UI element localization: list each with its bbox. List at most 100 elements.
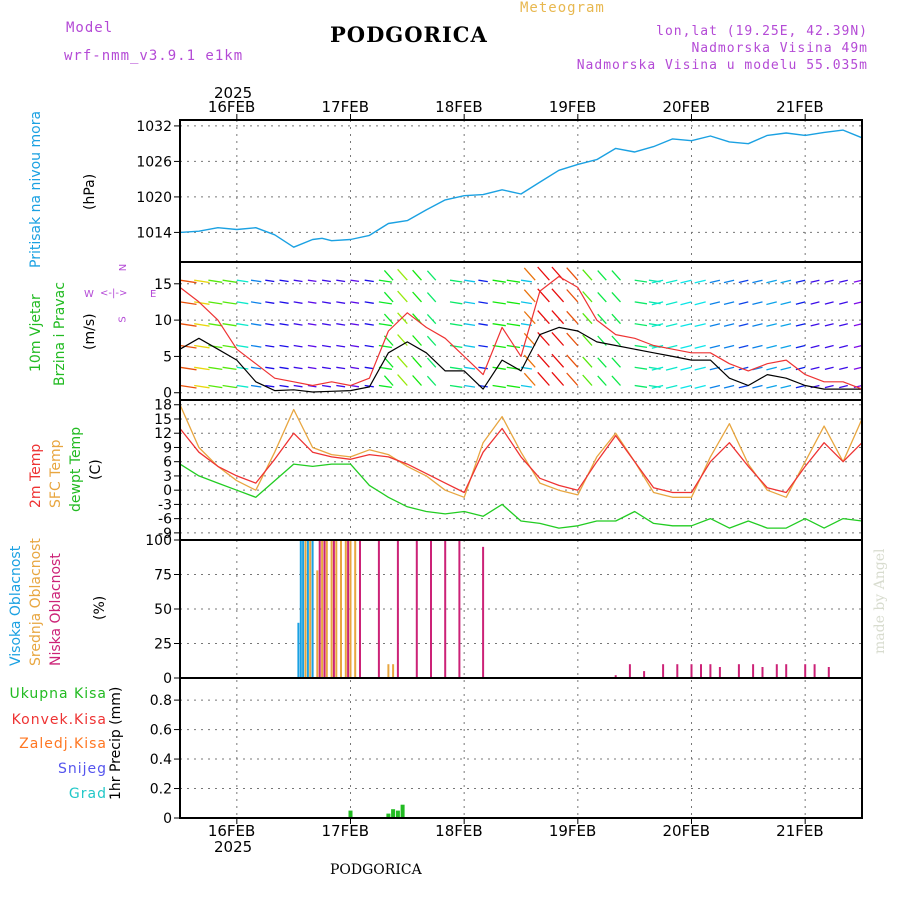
wind-vector [597, 357, 607, 368]
wind-vector [208, 279, 223, 283]
y-tick-label: 18 [154, 398, 172, 414]
wind-vector [236, 344, 249, 348]
wind-vector [795, 301, 806, 305]
y-tick-label: 0 [163, 671, 172, 687]
wind-vector [208, 323, 223, 327]
y-tick-label: 1026 [136, 154, 172, 170]
wind-vector [611, 335, 621, 346]
wind-vector [665, 323, 678, 328]
wind-vector [478, 323, 488, 326]
wind-vector [250, 301, 262, 305]
wind-vector [350, 384, 360, 388]
wind-vector [412, 269, 422, 281]
wind-vector [523, 372, 536, 386]
wind-vector [194, 279, 210, 284]
wind-vector [766, 384, 777, 389]
wind-vectors [179, 266, 863, 389]
wind-vector [279, 301, 289, 304]
wind-vector [651, 279, 664, 284]
wind-vector [611, 313, 621, 325]
wind-vector [350, 279, 360, 283]
model-label: Model [66, 20, 114, 36]
wind-vector [336, 279, 346, 283]
y-tick-label: 1014 [136, 225, 172, 241]
wind-vector [208, 301, 223, 305]
wind-vector [566, 332, 579, 346]
wind-vector [582, 291, 593, 303]
top-day-label: 17FEB [321, 98, 369, 116]
wind-vector [492, 366, 506, 370]
wind-vector [520, 384, 532, 388]
wind-vector [383, 291, 394, 303]
wind-vector [336, 301, 346, 304]
wind-vector [537, 266, 550, 281]
precip-bar [348, 810, 353, 818]
wind-vector [839, 344, 848, 349]
wind-vector [293, 344, 303, 348]
model-name: wrf-nmm_v3.9.1 e1km [64, 48, 244, 64]
wind-vector [336, 366, 346, 370]
wind-vector [723, 384, 735, 389]
top-day-label: 16FEB [207, 98, 256, 116]
wind-vector [752, 323, 763, 327]
wind-vector [179, 384, 197, 389]
y-tick-label: 0 [163, 483, 172, 499]
wind-vector [709, 279, 721, 284]
wind-vector [520, 279, 532, 283]
precip-bar [400, 804, 405, 818]
wind-vector [236, 323, 249, 327]
wind-speed-line [179, 326, 862, 393]
wind-vector [307, 301, 317, 304]
wind-vector [780, 344, 792, 349]
wind-vector [551, 310, 565, 325]
wind-vector [523, 311, 536, 325]
wind-vector [336, 344, 346, 348]
wind-vector [651, 301, 664, 306]
wind-vector [738, 344, 749, 349]
y-tick-label: 15 [154, 412, 172, 428]
grid-lines [180, 120, 862, 819]
wind-vector [582, 356, 593, 368]
wind-vector [464, 384, 476, 388]
wind-vector [194, 301, 210, 305]
y-tick-label: 0.2 [150, 782, 172, 798]
bottom-day-label: 21FEB [776, 822, 824, 840]
wind-vector [582, 374, 593, 386]
wind-vector [766, 366, 777, 371]
legend-snow: Snijeg [57, 761, 107, 777]
wind-vector [426, 375, 437, 386]
wind-vector [321, 301, 332, 304]
wind-vector [597, 313, 607, 325]
wind-vector [383, 375, 394, 386]
wind-vector [780, 301, 792, 306]
legend-total-rain: Ukupna Kisa [9, 686, 107, 702]
wind-vector [810, 323, 820, 327]
y-tick-label: -9 [158, 526, 172, 542]
wind-vector [738, 279, 749, 284]
wind-vector [194, 366, 210, 371]
wind-vector [597, 270, 607, 281]
wind-vector [634, 366, 648, 370]
wind-vector [464, 279, 476, 283]
wind-vector [680, 279, 692, 284]
wind-vector [506, 344, 521, 349]
wind-vector [694, 323, 706, 328]
wind-vector [265, 366, 275, 370]
wind-vector [551, 331, 565, 346]
bottom-day-label: 17FEB [321, 822, 369, 840]
model-elevation-label: Nadmorska Visina u modelu 55.035m [576, 58, 868, 73]
wind-vector [810, 301, 820, 305]
wind-gust-line [179, 275, 863, 390]
wind-vector [322, 279, 331, 283]
tick-labels: 1014102010261032051015-9-6-3036912151802… [136, 119, 172, 827]
wind-vector [723, 279, 735, 284]
wind-vector [752, 279, 763, 284]
compass-arrows-icon: <-|-> [100, 288, 128, 299]
wind-vector [449, 323, 463, 327]
wind-vector [265, 384, 275, 388]
wind-vector [665, 279, 678, 284]
bottom-day-label: 16FEB [207, 822, 256, 840]
wind-vector [752, 301, 763, 306]
wind-vector [279, 384, 289, 388]
legend-convective-rain: Konvek.Kisa [11, 712, 107, 728]
